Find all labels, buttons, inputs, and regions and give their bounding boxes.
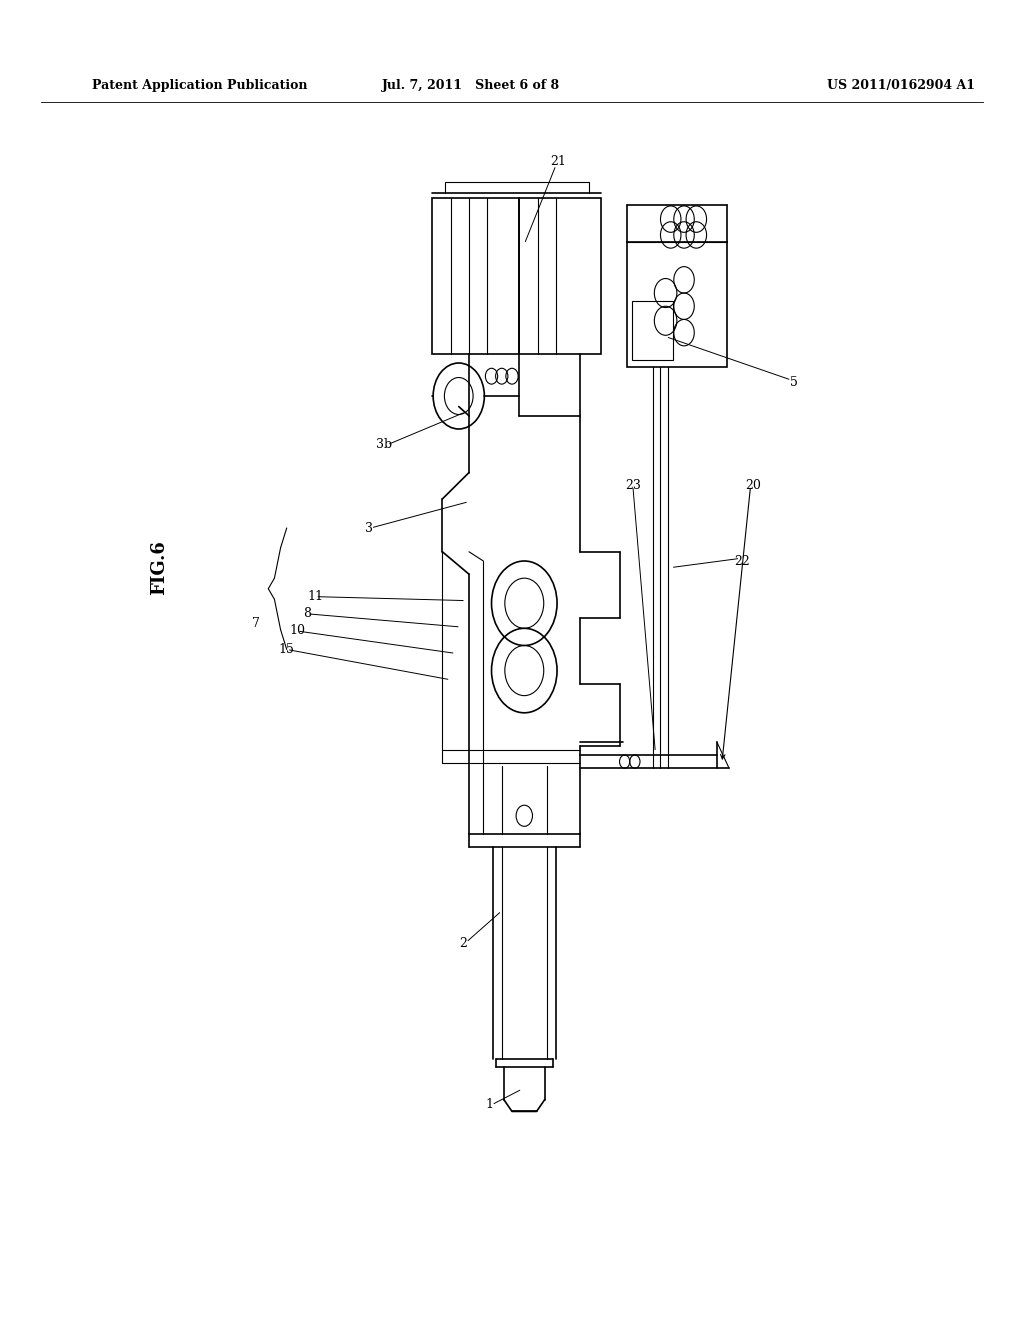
Bar — [632, 301, 673, 360]
Text: FIG.6: FIG.6 — [150, 540, 168, 595]
Text: 2: 2 — [459, 937, 467, 950]
Text: 21: 21 — [550, 154, 566, 168]
Text: Patent Application Publication: Patent Application Publication — [92, 79, 307, 92]
Text: 5: 5 — [790, 376, 798, 389]
Text: 8: 8 — [303, 607, 311, 620]
Text: Jul. 7, 2011   Sheet 6 of 8: Jul. 7, 2011 Sheet 6 of 8 — [382, 79, 560, 92]
Text: 7: 7 — [252, 616, 260, 630]
Bar — [432, 198, 519, 354]
Text: 3: 3 — [365, 521, 373, 535]
Text: 10: 10 — [289, 624, 305, 638]
Bar — [627, 242, 727, 367]
Text: 23: 23 — [625, 479, 641, 492]
Text: 3b: 3b — [376, 438, 392, 451]
Text: 22: 22 — [734, 554, 751, 568]
Text: US 2011/0162904 A1: US 2011/0162904 A1 — [827, 79, 975, 92]
Text: 11: 11 — [307, 590, 324, 603]
Text: 15: 15 — [279, 643, 295, 656]
Text: 1: 1 — [485, 1098, 494, 1111]
Bar — [519, 198, 601, 354]
Text: 20: 20 — [744, 479, 761, 492]
